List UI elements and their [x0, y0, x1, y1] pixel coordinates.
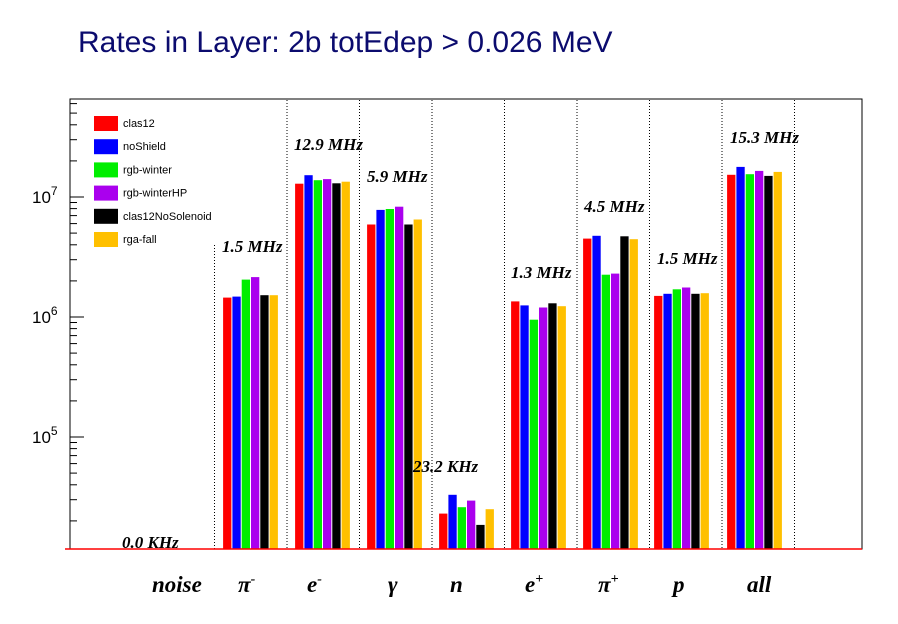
legend-swatch-clas12	[94, 116, 118, 131]
category-label: e+	[525, 572, 543, 597]
chart-title: Rates in Layer: 2b totEdep > 0.026 MeV	[78, 26, 613, 59]
category-label: p	[671, 572, 685, 597]
category-label: π-	[238, 572, 256, 597]
bar-noShield	[376, 209, 385, 549]
rate-label: 1.5 MHz	[657, 249, 718, 268]
bar-rgb-winter	[745, 174, 754, 549]
rate-label: 5.9 MHz	[367, 167, 428, 186]
bar-rga-fall	[557, 306, 566, 549]
category-label: n	[450, 572, 463, 597]
bar-rgb-winterHP	[755, 170, 764, 549]
bar-clas12NoSolenoid	[260, 295, 269, 549]
legend-swatch-rga-fall	[94, 232, 118, 247]
bar-rga-fall	[773, 171, 782, 549]
bar-clas12NoSolenoid	[691, 293, 700, 549]
bar-clas12NoSolenoid	[476, 524, 485, 549]
bar-rgb-winterHP	[467, 500, 476, 549]
legend-label-noShield: noShield	[123, 141, 166, 153]
bar-clas12NoSolenoid	[332, 183, 341, 550]
category-label: γ	[388, 572, 398, 597]
rate-label: 4.5 MHz	[583, 197, 645, 216]
bar-clas12NoSolenoid	[548, 303, 557, 549]
bar-rgb-winter	[241, 279, 250, 549]
bar-noShield	[448, 494, 457, 549]
legend-swatch-noShield	[94, 139, 118, 155]
bar-clas12NoSolenoid	[764, 175, 773, 549]
y-tick-label: 105	[32, 424, 58, 447]
rate-label: 1.3 MHz	[511, 263, 572, 282]
bar-rga-fall	[629, 239, 638, 549]
bar-rgb-winterHP	[682, 287, 691, 549]
bar-rgb-winter	[457, 507, 466, 549]
bar-rgb-winterHP	[539, 307, 548, 549]
bar-rga-fall	[341, 181, 350, 549]
category-label: e-	[307, 572, 322, 597]
legend-label-clas12NoSolenoid: clas12NoSolenoid	[123, 211, 212, 223]
bar-rga-fall	[413, 219, 422, 549]
bar-noShield	[520, 305, 529, 549]
bar-clas12	[511, 301, 520, 549]
bar-noShield	[304, 175, 313, 549]
bar-rgb-winter	[672, 289, 681, 549]
rate-label: 1.5 MHz	[222, 237, 283, 256]
bar-rgb-winterHP	[323, 179, 332, 549]
bar-rgb-winterHP	[395, 206, 404, 549]
legend: clas12 noShield rgb-winter rgb-winterHP clas…	[94, 116, 212, 247]
bar-clas12	[583, 238, 592, 549]
bar-clas12	[727, 174, 736, 550]
bar-rgb-winter	[385, 209, 394, 549]
rate-label: 0.0 KHz	[122, 533, 179, 552]
bar-clas12NoSolenoid	[404, 224, 413, 549]
bar-clas12NoSolenoid	[620, 236, 629, 550]
bar-noShield	[663, 293, 672, 549]
bar-clas12	[295, 183, 304, 549]
legend-label-clas12: clas12	[123, 118, 155, 130]
rate-label: 15.3 MHz	[730, 128, 799, 147]
bar-clas12	[367, 224, 376, 549]
bar-clas12	[654, 295, 663, 549]
bar-rgb-winter	[601, 274, 610, 549]
legend-label-rgb-winter: rgb-winter	[123, 164, 172, 176]
category-labels: noise π-e-γ n e+ π+ p all	[152, 572, 772, 597]
bar-noShield	[736, 166, 745, 549]
bar-rga-fall	[269, 295, 278, 549]
y-tick-label: 107	[32, 184, 58, 207]
legend-swatch-rgb-winter	[94, 162, 118, 178]
bar-rgb-winter	[529, 319, 538, 549]
bar-noShield	[232, 296, 241, 549]
legend-swatch-rgb-winterHP	[94, 185, 118, 201]
y-tick-label: 106	[32, 304, 58, 327]
bar-clas12	[439, 513, 448, 549]
bar-rga-fall	[700, 293, 709, 549]
category-label: π+	[598, 572, 619, 597]
legend-label-rgb-winterHP: rgb-winterHP	[123, 188, 187, 200]
bar-rgb-winterHP	[251, 277, 260, 549]
bar-rgb-winter	[313, 180, 322, 549]
bar-rgb-winterHP	[611, 273, 620, 549]
bar-clas12	[223, 297, 232, 549]
legend-label-rga-fall: rga-fall	[123, 234, 157, 246]
bars	[65, 166, 862, 550]
bar-noShield	[592, 235, 601, 550]
category-label: noise	[152, 572, 202, 597]
rate-label: 23.2 KHz	[412, 457, 479, 476]
bar-rga-fall	[485, 509, 494, 549]
rate-label: 12.9 MHz	[294, 135, 363, 154]
legend-swatch-clas12NoSolenoid	[94, 208, 118, 224]
category-label: all	[747, 572, 772, 597]
y-axis: 105 106 107	[32, 103, 84, 522]
